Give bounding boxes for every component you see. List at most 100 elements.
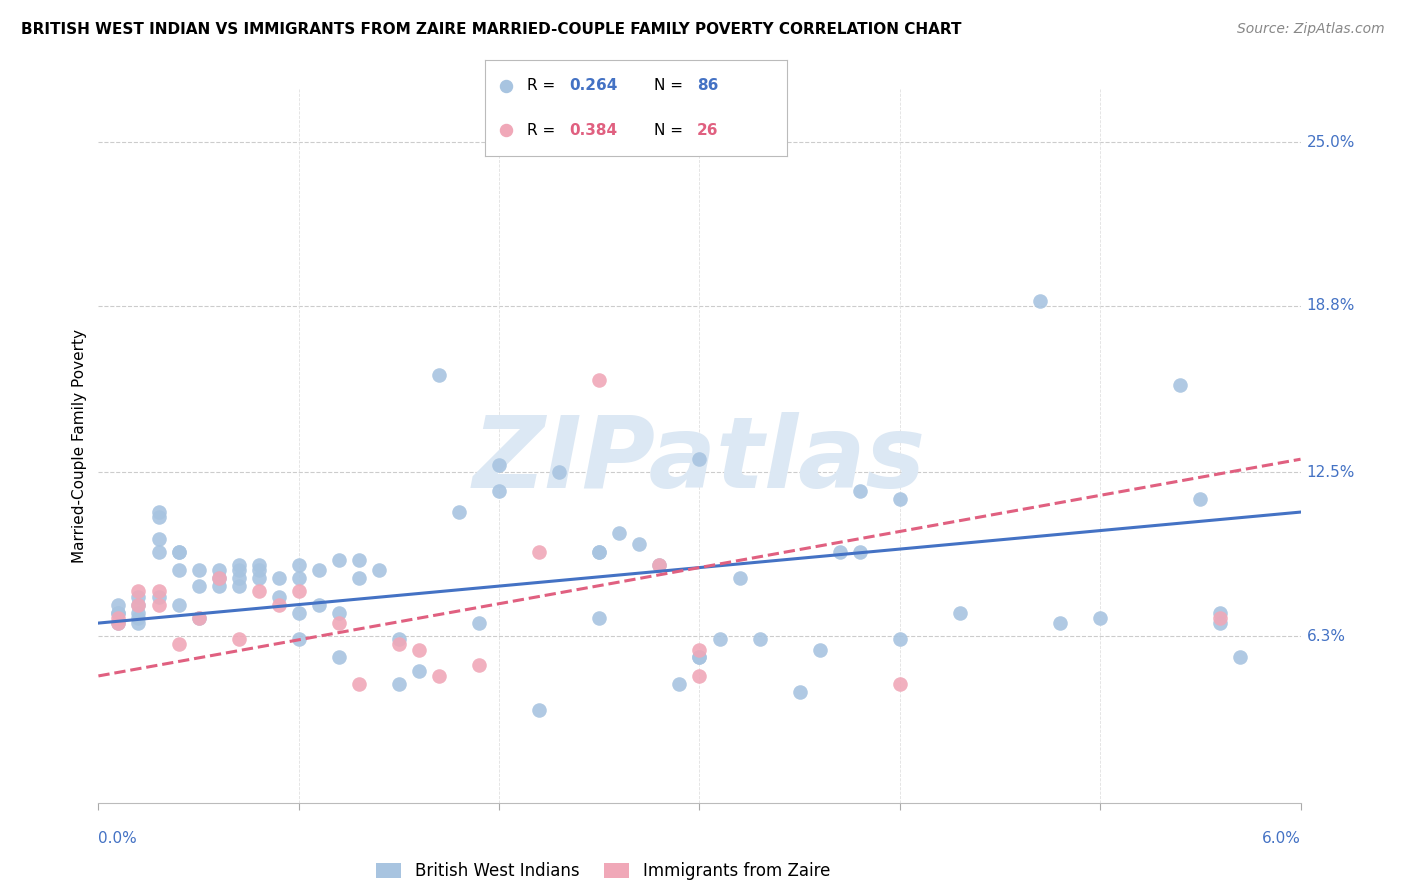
Point	[128, 606, 150, 620]
Text: ZIPatlas: ZIPatlas	[472, 412, 927, 508]
Point	[208, 571, 231, 585]
Text: R =: R =	[527, 122, 561, 137]
Point	[328, 616, 350, 631]
Point	[548, 466, 571, 480]
Point	[187, 611, 209, 625]
Point	[588, 611, 610, 625]
Point	[388, 637, 411, 651]
Point	[267, 590, 290, 604]
Text: Source: ZipAtlas.com: Source: ZipAtlas.com	[1237, 22, 1385, 37]
Point	[167, 598, 190, 612]
Point	[187, 579, 209, 593]
Point	[495, 123, 517, 137]
Point	[588, 373, 610, 387]
Text: 26: 26	[696, 122, 718, 137]
Point	[267, 571, 290, 585]
Text: 0.384: 0.384	[569, 122, 617, 137]
Point	[107, 611, 129, 625]
Text: 6.0%: 6.0%	[1261, 831, 1301, 847]
Point	[208, 579, 231, 593]
Point	[128, 611, 150, 625]
Point	[488, 458, 510, 472]
Point	[828, 545, 851, 559]
Point	[368, 563, 391, 577]
Point	[288, 558, 311, 572]
Text: BRITISH WEST INDIAN VS IMMIGRANTS FROM ZAIRE MARRIED-COUPLE FAMILY POVERTY CORRE: BRITISH WEST INDIAN VS IMMIGRANTS FROM Z…	[21, 22, 962, 37]
Point	[107, 606, 129, 620]
Text: 0.0%: 0.0%	[98, 831, 138, 847]
Point	[128, 590, 150, 604]
Point	[247, 563, 270, 577]
Point	[328, 650, 350, 665]
Point	[789, 685, 811, 699]
Point	[107, 616, 129, 631]
Point	[328, 552, 350, 566]
Text: N =: N =	[654, 78, 688, 94]
Point	[949, 606, 972, 620]
Point	[308, 598, 330, 612]
Point	[167, 563, 190, 577]
Point	[468, 616, 491, 631]
Point	[488, 483, 510, 498]
Point	[609, 526, 631, 541]
Point	[1049, 616, 1071, 631]
Point	[427, 368, 450, 382]
Point	[107, 606, 129, 620]
Point	[709, 632, 731, 646]
Point	[495, 78, 517, 93]
Point	[148, 505, 170, 519]
Point	[247, 571, 270, 585]
Point	[247, 558, 270, 572]
Point	[247, 584, 270, 599]
Point	[1189, 491, 1212, 506]
Point	[347, 571, 370, 585]
Point	[128, 598, 150, 612]
Point	[447, 505, 470, 519]
Point	[1209, 611, 1232, 625]
Point	[187, 563, 209, 577]
Point	[688, 642, 710, 657]
Point	[808, 642, 831, 657]
Point	[128, 584, 150, 599]
Point	[588, 545, 610, 559]
Point	[288, 606, 311, 620]
Point	[167, 545, 190, 559]
Point	[408, 642, 430, 657]
Point	[107, 598, 129, 612]
Point	[688, 650, 710, 665]
Point	[427, 669, 450, 683]
Point	[107, 616, 129, 631]
Text: R =: R =	[527, 78, 561, 94]
Point	[728, 571, 751, 585]
Point	[688, 452, 710, 467]
Point	[748, 632, 770, 646]
Text: 12.5%: 12.5%	[1306, 465, 1355, 480]
Point	[187, 611, 209, 625]
Point	[588, 545, 610, 559]
Point	[1170, 378, 1192, 392]
Point	[148, 598, 170, 612]
Point	[1229, 650, 1251, 665]
Point	[167, 637, 190, 651]
Point	[648, 558, 671, 572]
Point	[1029, 293, 1052, 308]
Point	[849, 483, 872, 498]
Point	[228, 563, 250, 577]
Point	[228, 579, 250, 593]
Point	[1090, 611, 1112, 625]
Text: 18.8%: 18.8%	[1306, 299, 1355, 313]
Point	[288, 632, 311, 646]
Point	[648, 558, 671, 572]
Point	[889, 632, 911, 646]
Point	[889, 677, 911, 691]
Text: 0.264: 0.264	[569, 78, 619, 94]
Point	[1209, 606, 1232, 620]
Point	[288, 584, 311, 599]
Text: N =: N =	[654, 122, 688, 137]
Point	[388, 677, 411, 691]
Point	[148, 545, 170, 559]
Point	[628, 537, 651, 551]
Text: 86: 86	[696, 78, 718, 94]
Point	[228, 632, 250, 646]
Point	[328, 606, 350, 620]
